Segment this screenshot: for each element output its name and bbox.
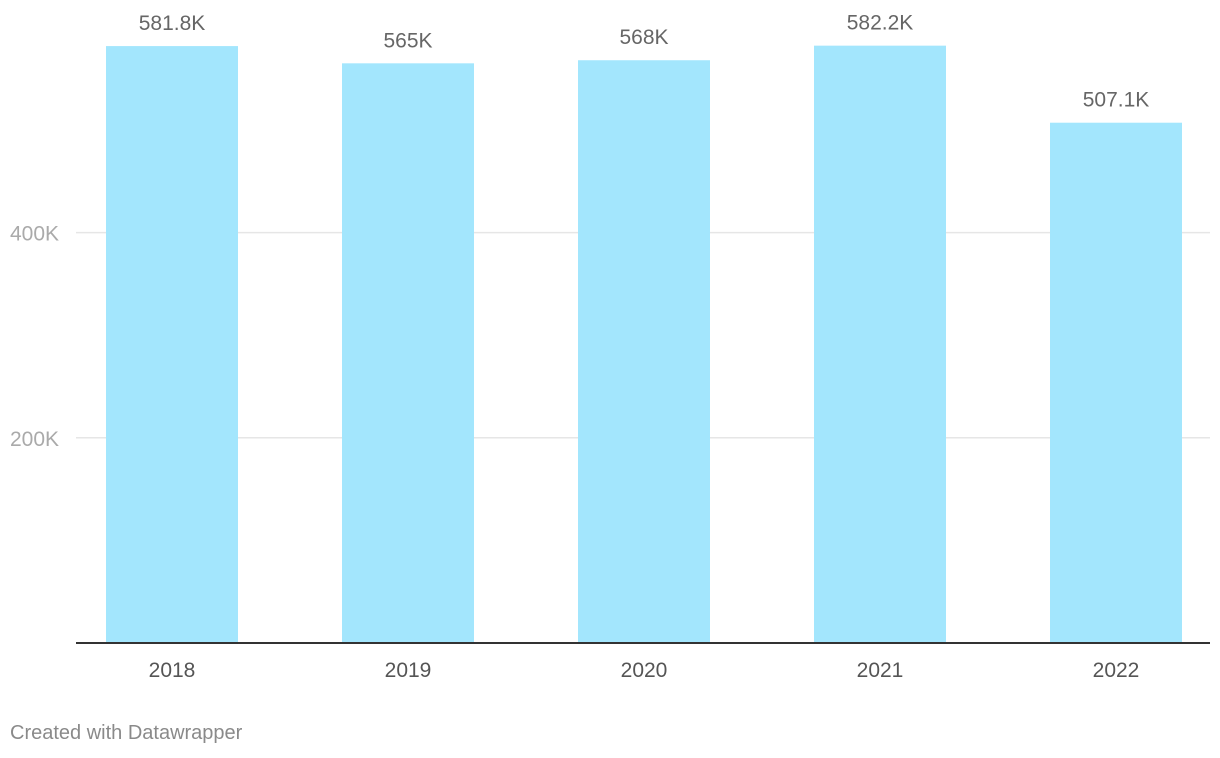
data-label-2020: 568K: [619, 26, 668, 49]
bars: [106, 45, 1182, 644]
datawrapper-credit: Created with Datawrapper: [10, 722, 243, 744]
bar-2019: [342, 63, 474, 644]
data-label-2022: 507.1K: [1083, 89, 1150, 112]
x-tick-label-2020: 2020: [621, 659, 668, 682]
x-tick-label-2021: 2021: [857, 659, 904, 682]
bar-chart: 200K 400K 581.8K 565K 568K 582.2K 507.1K 2018…: [10, 12, 1210, 682]
bar-2020: [578, 60, 710, 644]
x-tick-label-2022: 2022: [1093, 659, 1140, 682]
y-tick-label: 200K: [10, 428, 59, 451]
data-label-2019: 565K: [383, 29, 432, 52]
x-tick-label-2018: 2018: [149, 659, 196, 682]
data-label-2021: 582.2K: [847, 12, 914, 35]
bar-2022: [1050, 122, 1182, 644]
bar-2018: [106, 46, 238, 644]
x-axis-ticks: 2018 2019 2020 2021 2022: [149, 659, 1140, 682]
data-label-2018: 581.8K: [139, 12, 206, 35]
data-labels: 581.8K 565K 568K 582.2K 507.1K: [139, 12, 1150, 112]
bar-2021: [814, 45, 946, 644]
x-tick-label-2019: 2019: [385, 659, 432, 682]
y-tick-label: 400K: [10, 223, 59, 246]
